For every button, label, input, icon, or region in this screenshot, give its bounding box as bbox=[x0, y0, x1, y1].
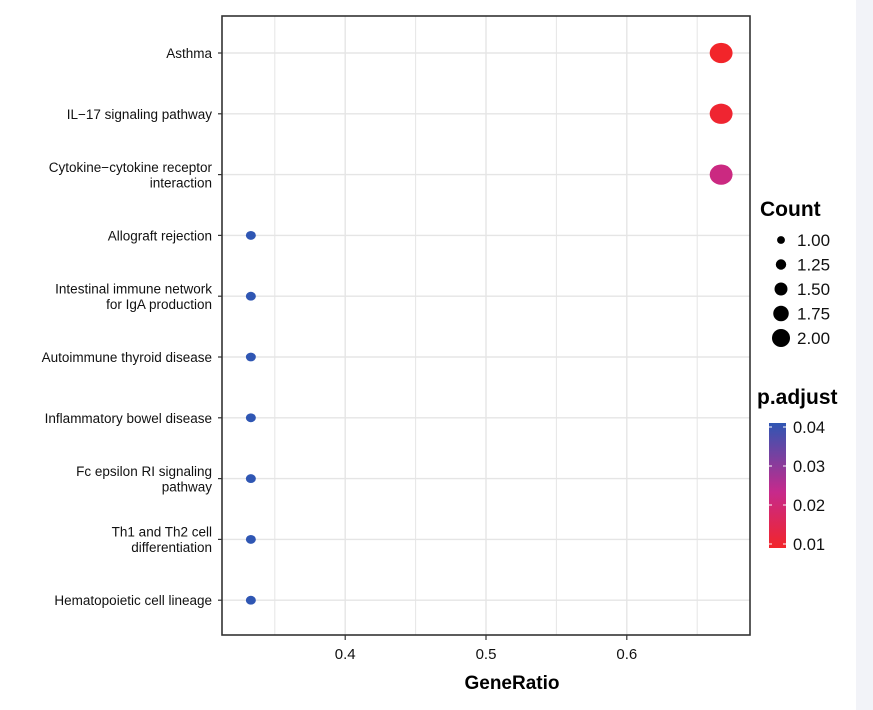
count-legend-key bbox=[773, 305, 789, 322]
data-point bbox=[245, 595, 256, 605]
p-adjust-color-legend: p.adjust 0.04 0.03 0.02 0.01 bbox=[757, 386, 838, 554]
count-legend-label: 1.25 bbox=[797, 256, 830, 275]
data-point bbox=[245, 534, 256, 544]
y-tick-label: IL−17 signaling pathway bbox=[67, 107, 212, 122]
data-point bbox=[245, 413, 256, 423]
colorbar-tick-label: 0.01 bbox=[793, 536, 825, 554]
p-adjust-colorbar bbox=[769, 423, 786, 548]
colorbar-tick-label: 0.02 bbox=[793, 497, 825, 515]
y-tick-label: Hematopoietic cell lineage bbox=[54, 593, 212, 608]
p-adjust-legend-title: p.adjust bbox=[757, 386, 838, 409]
x-tick-label: 0.4 bbox=[335, 646, 356, 663]
data-point bbox=[245, 230, 256, 240]
count-legend-key bbox=[775, 259, 787, 270]
data-point bbox=[709, 103, 733, 124]
x-tick-label: 0.5 bbox=[476, 646, 497, 663]
y-tick-label: Fc epsilon RI signaling pathway bbox=[76, 464, 212, 495]
data-point bbox=[709, 164, 733, 185]
count-legend-title: Count bbox=[760, 198, 821, 221]
window-edge bbox=[856, 0, 873, 710]
data-point bbox=[245, 291, 256, 301]
y-tick-label: Cytokine−cytokine receptor interaction bbox=[49, 160, 213, 191]
x-axis-title: GeneRatio bbox=[464, 673, 559, 694]
count-legend-key bbox=[771, 328, 791, 348]
plot-area bbox=[221, 15, 751, 636]
count-legend-label: 1.75 bbox=[797, 305, 830, 324]
count-legend-key bbox=[777, 236, 785, 244]
x-tick-label: 0.6 bbox=[616, 646, 637, 663]
y-tick-label: Allograft rejection bbox=[108, 228, 212, 243]
count-legend-label: 1.50 bbox=[797, 280, 830, 299]
count-size-legend: Count 1.00 1.25 1.50 1.75 2.00 bbox=[760, 198, 830, 348]
y-tick-label: Intestinal immune network for IgA product… bbox=[55, 281, 212, 312]
y-tick-label: Autoimmune thyroid disease bbox=[42, 350, 212, 365]
count-legend-label: 1.00 bbox=[797, 231, 830, 250]
count-legend-label: 2.00 bbox=[797, 329, 830, 348]
y-tick-label: Inflammatory bowel disease bbox=[45, 411, 212, 426]
data-point bbox=[245, 474, 256, 484]
colorbar-tick-label: 0.04 bbox=[793, 419, 825, 437]
data-point bbox=[245, 352, 256, 362]
x-axis: 0.4 0.5 0.6 bbox=[335, 635, 637, 663]
colorbar-tick-label: 0.03 bbox=[793, 458, 825, 476]
y-tick-label: Th1 and Th2 cell differentiation bbox=[112, 525, 212, 556]
y-axis-labels: Asthma IL−17 signaling pathway Cytokine−cy… bbox=[42, 46, 222, 608]
data-point bbox=[709, 42, 733, 64]
count-legend-key bbox=[774, 282, 788, 296]
y-tick-label: Asthma bbox=[166, 46, 212, 61]
